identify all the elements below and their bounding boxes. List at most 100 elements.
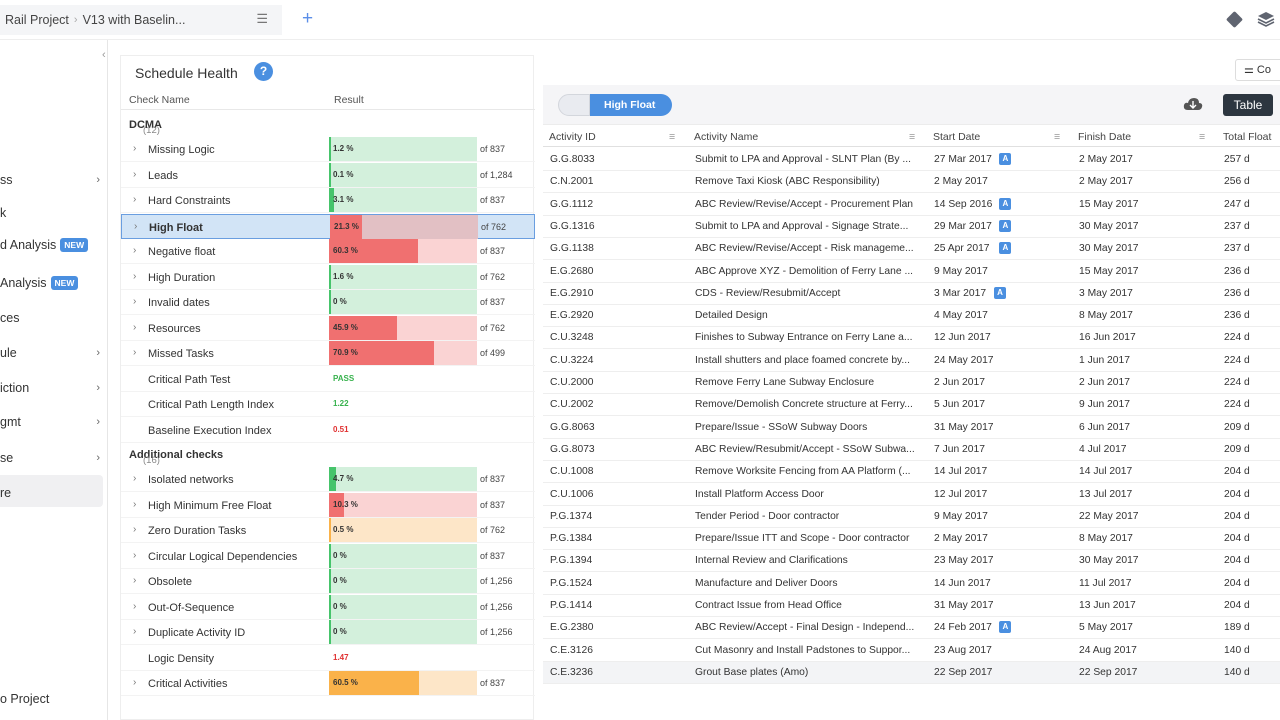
check-row[interactable]: › Resources 45.9 % of 762 bbox=[121, 315, 535, 341]
breadcrumb-schedule[interactable]: V13 with Baselin... bbox=[82, 13, 186, 27]
check-row[interactable]: Logic Density 1.47 bbox=[121, 646, 535, 671]
check-row[interactable]: › Hard Constraints 3.1 % of 837 bbox=[121, 188, 535, 213]
sidebar-item[interactable]: ces bbox=[0, 308, 108, 328]
column-menu-icon[interactable]: ≡ bbox=[909, 131, 916, 143]
check-group-header[interactable]: Additional checks (16) bbox=[121, 443, 535, 467]
activity-row[interactable]: C.U.2002 Remove/Demolish Concrete structu… bbox=[543, 394, 1280, 417]
check-row[interactable]: › Missed Tasks 70.9 % of 499 bbox=[121, 341, 535, 366]
activity-row[interactable]: G.G.1112 ABC Review/Revise/Accept - Procu… bbox=[543, 194, 1280, 216]
chevron-right-icon[interactable]: › bbox=[133, 296, 137, 307]
chevron-right-icon[interactable]: › bbox=[133, 245, 137, 256]
cube-icon[interactable] bbox=[1226, 11, 1243, 28]
result-bar[interactable]: 0.1 % bbox=[329, 162, 477, 187]
col-activity-id[interactable]: Activity ID bbox=[549, 131, 596, 143]
activity-row[interactable]: C.U.1008 Remove Worksite Fencing from AA … bbox=[543, 461, 1280, 484]
chevron-right-icon[interactable]: › bbox=[133, 575, 137, 586]
column-menu-icon[interactable]: ≡ bbox=[1199, 131, 1206, 143]
activity-row[interactable]: G.G.1138 ABC Review/Revise/Accept - Risk … bbox=[543, 238, 1280, 261]
activity-row[interactable]: G.G.8073 ABC Review/Resubmit/Accept - SSo… bbox=[543, 439, 1280, 461]
column-menu-icon[interactable]: ≡ bbox=[1054, 131, 1061, 143]
result-bar[interactable]: 0 % bbox=[329, 543, 477, 568]
chevron-right-icon[interactable]: › bbox=[133, 270, 137, 282]
result-bar[interactable]: 0.5 % bbox=[329, 518, 477, 542]
check-row[interactable]: › Leads 0.1 % of 1,284 bbox=[121, 162, 535, 188]
result-bar[interactable]: 10.3 % bbox=[329, 492, 477, 517]
check-row[interactable]: › Critical Activities 60.5 % of 837 bbox=[121, 671, 535, 696]
activity-row[interactable]: C.E.3236 Grout Base plates (Amo) 22 Sep 20… bbox=[543, 661, 1280, 684]
sidebar-item-project[interactable]: o Project bbox=[0, 692, 50, 706]
result-bar[interactable]: 45.9 % bbox=[329, 315, 477, 340]
chevron-right-icon[interactable]: › bbox=[133, 498, 137, 510]
breadcrumb-project[interactable]: Rail Project bbox=[5, 13, 69, 27]
sidebar-item[interactable]: k bbox=[0, 203, 108, 223]
result-bar[interactable]: 0 % bbox=[329, 290, 477, 314]
sidebar-item[interactable]: gmt › bbox=[0, 412, 108, 432]
chevron-right-icon[interactable]: › bbox=[133, 600, 137, 612]
chevron-right-icon[interactable]: › bbox=[133, 677, 137, 688]
sidebar-item[interactable]: Analysis NEW bbox=[0, 273, 108, 293]
check-group-header[interactable]: DCMA (12) bbox=[121, 113, 535, 137]
help-icon[interactable]: ? bbox=[254, 62, 273, 81]
col-activity-name[interactable]: Activity Name bbox=[694, 131, 759, 143]
check-row[interactable]: › Duplicate Activity ID 0 % of 1,256 bbox=[121, 620, 535, 645]
check-row[interactable]: › Missing Logic 1.2 % of 837 bbox=[121, 137, 535, 162]
activity-row[interactable]: G.G.1316 Submit to LPA and Approval - Sig… bbox=[543, 216, 1280, 238]
result-bar[interactable]: 0 % bbox=[329, 620, 477, 644]
activity-row[interactable]: C.U.3224 Install shutters and place foame… bbox=[543, 350, 1280, 372]
check-row[interactable]: › Out-Of-Sequence 0 % of 1,256 bbox=[121, 594, 535, 620]
result-bar[interactable]: 21.3 % bbox=[330, 214, 478, 239]
activity-row[interactable]: G.G.8063 Prepare/Issue - SSoW Subway Door… bbox=[543, 417, 1280, 439]
check-row[interactable]: › Obsolete 0 % of 1,256 bbox=[121, 569, 535, 594]
chevron-right-icon[interactable]: › bbox=[133, 549, 137, 561]
check-row[interactable]: › High Float 21.3 % of 762 bbox=[121, 213, 535, 239]
chevron-right-icon[interactable]: › bbox=[133, 524, 137, 535]
check-row[interactable]: › Negative float 60.3 % of 837 bbox=[121, 239, 535, 264]
result-bar[interactable]: 4.7 % bbox=[329, 467, 477, 491]
result-bar[interactable]: 1.6 % bbox=[329, 264, 477, 289]
chevron-right-icon[interactable]: › bbox=[133, 194, 137, 205]
table-view-button[interactable]: Table bbox=[1223, 94, 1273, 116]
activity-row[interactable]: P.G.1384 Prepare/Issue ITT and Scope - Do… bbox=[543, 528, 1280, 551]
check-row[interactable]: Critical Path Length Index 1.22 bbox=[121, 392, 535, 417]
sidebar-selected-item[interactable] bbox=[0, 475, 103, 507]
activity-row[interactable]: E.G.2680 ABC Approve XYZ - Demolition of … bbox=[543, 261, 1280, 283]
chevron-right-icon[interactable]: › bbox=[133, 143, 137, 154]
result-bar[interactable]: 0 % bbox=[329, 594, 477, 619]
col-result[interactable]: Result bbox=[334, 94, 364, 106]
check-row[interactable]: Critical Path Test PASS bbox=[121, 367, 535, 392]
activity-row[interactable]: P.G.1414 Contract Issue from Head Office 3… bbox=[543, 595, 1280, 617]
activity-row[interactable]: C.U.3248 Finishes to Subway Entrance on F… bbox=[543, 327, 1280, 350]
activity-row[interactable]: P.G.1374 Tender Period - Door contractor 9… bbox=[543, 506, 1280, 528]
chevron-right-icon[interactable]: › bbox=[133, 626, 137, 637]
result-bar[interactable]: 0 % bbox=[329, 569, 477, 593]
add-tab-icon[interactable]: + bbox=[302, 8, 314, 29]
activity-row[interactable]: P.G.1524 Manufacture and Deliver Doors 14 … bbox=[543, 573, 1280, 595]
activity-row[interactable]: E.G.2920 Detailed Design 4 May 2017 8 May 2… bbox=[543, 305, 1280, 328]
chevron-right-icon[interactable]: › bbox=[133, 473, 137, 484]
activity-row[interactable]: C.N.2001 Remove Taxi Kiosk (ABC Responsib… bbox=[543, 171, 1280, 194]
col-check-name[interactable]: Check Name bbox=[129, 94, 190, 106]
columns-button[interactable]: ⚌ Co bbox=[1235, 59, 1280, 81]
result-bar[interactable]: 70.9 % bbox=[329, 341, 477, 365]
activity-row[interactable]: E.G.2380 ABC Review/Accept - Final Design… bbox=[543, 617, 1280, 640]
checklist-icon[interactable] bbox=[558, 94, 590, 116]
sidebar-item[interactable]: re bbox=[0, 483, 108, 503]
check-row[interactable]: › Invalid dates 0 % of 837 bbox=[121, 290, 535, 315]
result-bar[interactable]: 60.5 % bbox=[329, 671, 477, 695]
check-row[interactable]: Baseline Execution Index 0.51 bbox=[121, 418, 535, 443]
column-menu-icon[interactable]: ≡ bbox=[669, 131, 676, 143]
activity-row[interactable]: C.E.3126 Cut Masonry and Install Padstone… bbox=[543, 640, 1280, 662]
sidebar-item[interactable]: iction › bbox=[0, 378, 108, 398]
chevron-right-icon[interactable]: › bbox=[133, 168, 137, 180]
sidebar-item[interactable]: ule › bbox=[0, 343, 108, 363]
col-finish-date[interactable]: Finish Date bbox=[1078, 131, 1132, 143]
high-float-filter-tag[interactable]: High Float bbox=[590, 94, 672, 116]
activity-row[interactable]: E.G.2910 CDS - Review/Resubmit/Accept 3 Ma… bbox=[543, 283, 1280, 305]
chevron-right-icon[interactable]: › bbox=[133, 347, 137, 358]
chevron-right-icon[interactable]: › bbox=[133, 321, 137, 333]
sidebar-item[interactable]: d Analysis NEW bbox=[0, 235, 108, 255]
check-row[interactable]: › Isolated networks 4.7 % of 837 bbox=[121, 467, 535, 492]
activity-row[interactable]: P.G.1394 Internal Review and Clarificatio… bbox=[543, 550, 1280, 573]
layers-icon[interactable] bbox=[1257, 11, 1275, 28]
result-bar[interactable]: 1.2 % bbox=[329, 137, 477, 161]
